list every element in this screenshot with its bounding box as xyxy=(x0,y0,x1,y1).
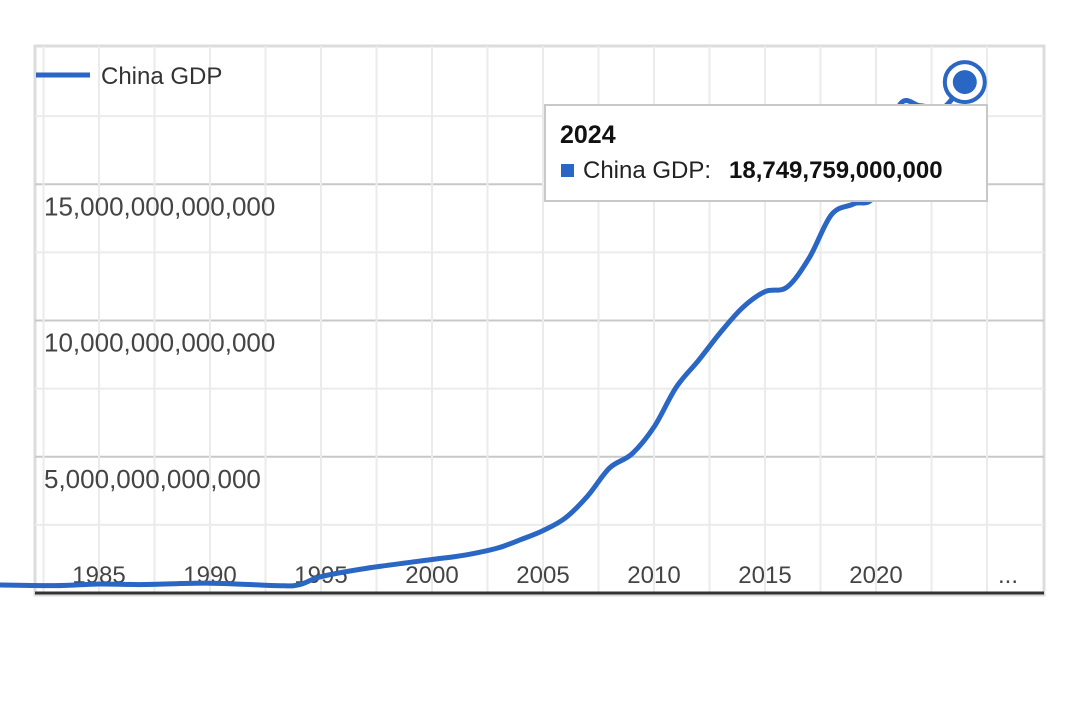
series-layer xyxy=(0,79,968,589)
x-tick-label: 2000 xyxy=(405,562,458,589)
x-tick-label: 2010 xyxy=(627,562,680,589)
x-tick-label: 2015 xyxy=(738,562,791,589)
series-line-china-gdp xyxy=(0,79,968,589)
x-tick-label: 2020 xyxy=(849,562,902,589)
legend[interactable]: China GDP xyxy=(36,63,222,90)
y-tick-label: 15,000,000,000,000 xyxy=(44,191,275,221)
x-axis-labels: 1985 1990 1995 2000 2005 2010 2015 2020... xyxy=(72,562,1018,589)
hover-marker-dot xyxy=(952,70,977,95)
tooltip-box xyxy=(544,104,988,202)
tooltip: 2024 China GDP: 18,749,759,000,000 xyxy=(544,104,988,202)
y-axis-labels: 5,000,000,000,000 10,000,000,000,000 15,00… xyxy=(44,191,275,494)
x-tick-label: 2005 xyxy=(516,562,569,589)
y-tick-label: 5,000,000,000,000 xyxy=(44,464,261,494)
tooltip-swatch xyxy=(561,164,574,177)
x-tick-label: ... xyxy=(998,562,1018,589)
tooltip-value: 18,749,759,000,000 xyxy=(729,157,943,184)
tooltip-series-label: China GDP: xyxy=(583,157,711,184)
y-tick-label: 10,000,000,000,000 xyxy=(44,328,275,358)
hover-marker xyxy=(942,60,987,105)
tooltip-title: 2024 xyxy=(560,121,616,149)
legend-label: China GDP xyxy=(101,63,222,90)
